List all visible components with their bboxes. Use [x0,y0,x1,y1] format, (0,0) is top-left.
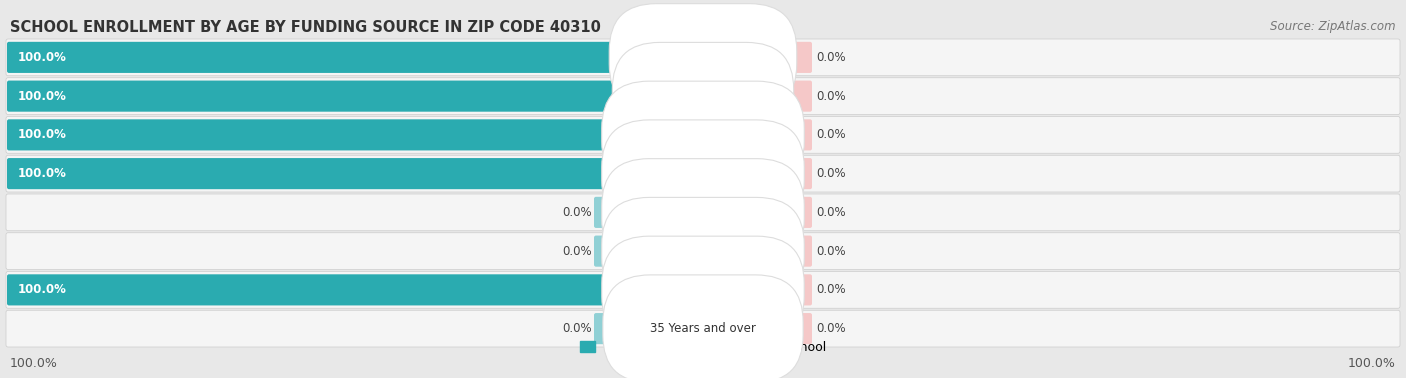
FancyBboxPatch shape [768,119,813,150]
FancyBboxPatch shape [768,235,813,267]
Text: 10 to 14 Year Olds: 10 to 14 Year Olds [650,129,756,141]
Text: 100.0%: 100.0% [18,284,67,296]
Text: 100.0%: 100.0% [10,357,58,370]
Text: 3 to 4 Year Olds: 3 to 4 Year Olds [657,51,749,64]
Text: 0.0%: 0.0% [815,322,845,335]
FancyBboxPatch shape [6,194,1400,231]
Text: 0.0%: 0.0% [815,51,845,64]
Text: 0.0%: 0.0% [815,90,845,102]
FancyBboxPatch shape [6,39,1400,76]
FancyBboxPatch shape [768,197,813,228]
FancyBboxPatch shape [593,197,638,228]
Text: 100.0%: 100.0% [18,90,67,102]
Text: 100.0%: 100.0% [18,129,67,141]
Text: 0.0%: 0.0% [815,167,845,180]
Text: 0.0%: 0.0% [815,129,845,141]
Text: 35 Years and over: 35 Years and over [650,322,756,335]
FancyBboxPatch shape [593,235,638,267]
Text: 100.0%: 100.0% [18,167,67,180]
FancyBboxPatch shape [768,274,813,305]
Text: 0.0%: 0.0% [562,245,592,258]
FancyBboxPatch shape [7,274,638,305]
FancyBboxPatch shape [7,42,638,73]
Text: 0.0%: 0.0% [815,245,845,258]
Text: 15 to 17 Year Olds: 15 to 17 Year Olds [650,167,756,180]
FancyBboxPatch shape [7,158,638,189]
Legend: Public School, Private School: Public School, Private School [579,341,827,354]
Text: 0.0%: 0.0% [562,206,592,219]
Text: 20 to 24 Year Olds: 20 to 24 Year Olds [650,245,756,258]
FancyBboxPatch shape [7,81,638,112]
Text: 100.0%: 100.0% [18,51,67,64]
Text: 0.0%: 0.0% [562,322,592,335]
FancyBboxPatch shape [6,233,1400,270]
Text: 18 to 19 Year Olds: 18 to 19 Year Olds [650,206,756,219]
Text: 5 to 9 Year Old: 5 to 9 Year Old [659,90,747,102]
FancyBboxPatch shape [768,42,813,73]
Text: 0.0%: 0.0% [815,206,845,219]
FancyBboxPatch shape [6,78,1400,115]
FancyBboxPatch shape [6,155,1400,192]
Text: SCHOOL ENROLLMENT BY AGE BY FUNDING SOURCE IN ZIP CODE 40310: SCHOOL ENROLLMENT BY AGE BY FUNDING SOUR… [10,20,600,35]
FancyBboxPatch shape [768,158,813,189]
FancyBboxPatch shape [6,116,1400,153]
FancyBboxPatch shape [6,271,1400,308]
Text: 100.0%: 100.0% [1348,357,1396,370]
Text: Source: ZipAtlas.com: Source: ZipAtlas.com [1271,20,1396,33]
Text: 25 to 34 Year Olds: 25 to 34 Year Olds [650,284,756,296]
FancyBboxPatch shape [768,81,813,112]
FancyBboxPatch shape [6,310,1400,347]
FancyBboxPatch shape [593,313,638,344]
FancyBboxPatch shape [7,119,638,150]
FancyBboxPatch shape [768,313,813,344]
Text: 0.0%: 0.0% [815,284,845,296]
